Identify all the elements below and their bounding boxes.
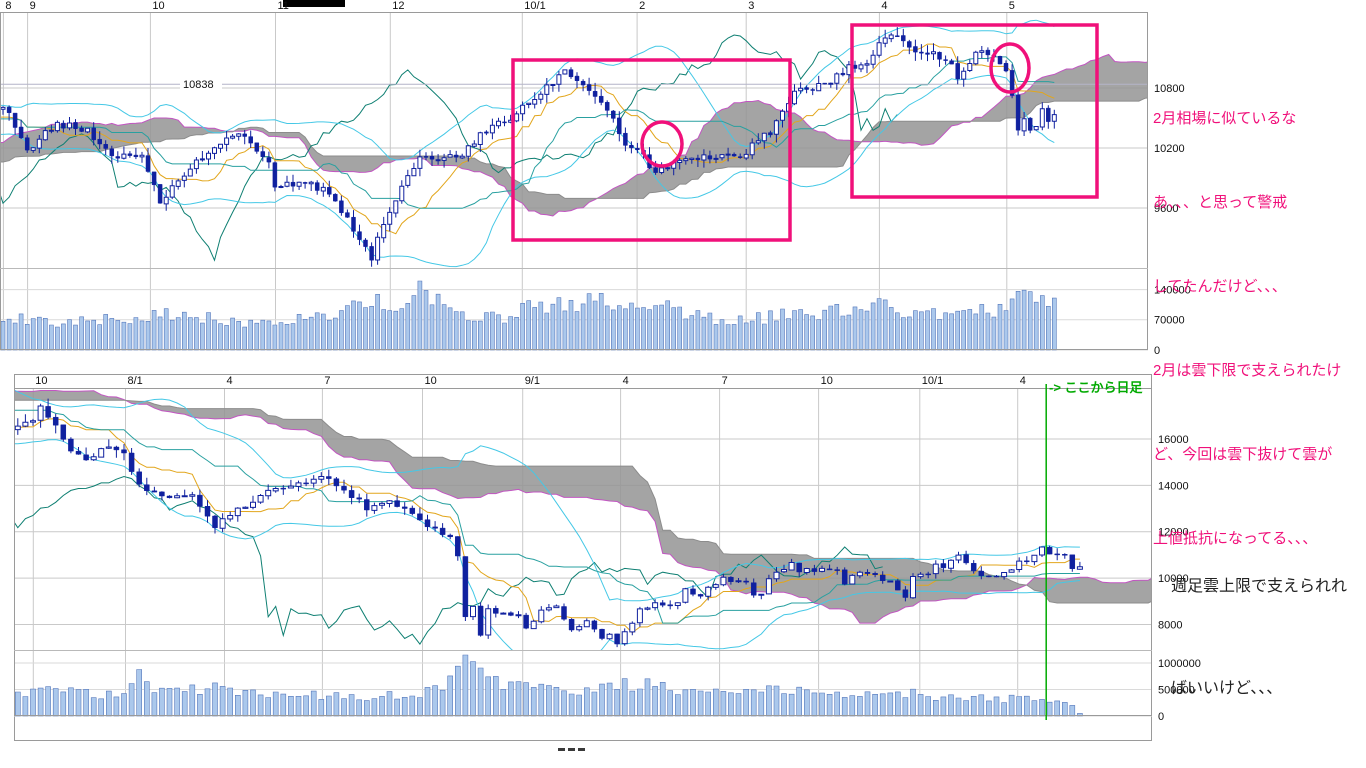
x-tick-label: 7 xyxy=(324,375,330,387)
comment-line: 週足雲上限で支えられれ xyxy=(1171,578,1348,595)
down-candles xyxy=(45,406,1076,645)
x-tick-label: 2 xyxy=(639,0,645,12)
volume-bars xyxy=(15,654,1083,717)
x-tick-label: 10 xyxy=(152,0,164,12)
x-tick-label: 10/1 xyxy=(524,0,545,12)
candles xyxy=(0,27,1057,267)
daily-chart[interactable]: 10838 8 9 10 11 12 10/1 2 3 4 5 10800 10200 9600 14000… xyxy=(0,0,1366,362)
bollinger-upper-line xyxy=(14,389,1080,602)
x-tick-label: 4 xyxy=(1020,375,1026,387)
highlight-ellipse xyxy=(989,42,1031,94)
kijun-line xyxy=(14,409,1080,624)
indicator-layer xyxy=(14,389,1152,650)
x-tick-label: 4 xyxy=(227,375,233,387)
ichimoku-cloud xyxy=(14,390,1152,624)
x-tick-label: 7 xyxy=(722,375,728,387)
price-tick-label: 9600 xyxy=(1154,203,1178,215)
chikou-line xyxy=(0,34,898,262)
volume-tick-label: 70000 xyxy=(1154,315,1185,327)
x-tick-label: 9 xyxy=(30,0,36,12)
highlight-rectangle xyxy=(850,23,1099,199)
weekly-chart[interactable]: 10 8/1 4 7 10 9/1 4 7 10 10/1 4 16000 14000 12000 1000… xyxy=(14,374,1366,744)
highlight-rectangle xyxy=(511,58,792,242)
splitter-grip xyxy=(567,747,575,751)
price-tick-label: 8000 xyxy=(1158,619,1182,631)
horizontal-splitter[interactable] xyxy=(548,745,594,753)
highlight-ellipse xyxy=(640,120,684,168)
kijun-line xyxy=(0,56,1055,209)
comment-line: ばいいけど、、、 xyxy=(1171,680,1283,697)
price-tick-label: 16000 xyxy=(1158,434,1189,446)
panel-border xyxy=(14,374,1152,741)
comment-line: 2月は雲下限で支えられたけ xyxy=(1153,362,1342,379)
volume-tick-label: 1000000 xyxy=(1158,658,1201,670)
plot-frame xyxy=(14,388,1152,716)
comment-line: 2月相場に似ているな xyxy=(1153,110,1297,127)
x-tick-label: 4 xyxy=(623,375,629,387)
senkou-span-a-line xyxy=(0,53,1148,217)
price-tick-label: 14000 xyxy=(1158,480,1189,492)
volume-bars xyxy=(0,280,1057,351)
volume-tick-label: 0 xyxy=(1154,345,1160,357)
x-tick-label: 10 xyxy=(821,375,833,387)
indicator-layer xyxy=(0,19,1148,268)
top-black-bar xyxy=(283,0,345,7)
x-tick-label: 8 xyxy=(5,0,11,12)
price-level-label-bg xyxy=(180,77,222,91)
x-tick-label: 11 xyxy=(278,0,289,12)
x-tick-label: 10/1 xyxy=(922,375,943,387)
down-candles xyxy=(6,35,1051,261)
x-tick-label: 12 xyxy=(392,0,404,12)
market-comment-top: 2月相場に似ているな あ、、、と思って警戒 してたんだけど、、、 2月は雲下限で… xyxy=(1153,49,1366,609)
splitter-grip xyxy=(557,747,565,751)
comment-line: 上値抵抗になってる、、、 xyxy=(1153,530,1318,547)
x-tick-label: 10 xyxy=(35,375,47,387)
price-tick-label: 10000 xyxy=(1158,573,1189,585)
bollinger-lower-line xyxy=(14,439,1080,650)
price-tick-label: 10200 xyxy=(1154,143,1185,155)
price-tick-label: 12000 xyxy=(1158,527,1189,539)
ichimoku-cloud xyxy=(0,54,1148,216)
plot-frame xyxy=(0,12,1148,350)
x-tick-label: 4 xyxy=(881,0,887,12)
x-tick-label: 9/1 xyxy=(525,375,540,387)
senkou-span-b-line xyxy=(14,399,1152,604)
splitter-grip xyxy=(577,747,585,751)
senkou-span-b-line xyxy=(0,97,1148,199)
x-tick-label: 5 xyxy=(1009,0,1015,12)
comment-line: ど、今回は雲下抜けて雲が xyxy=(1153,446,1333,463)
volume-tick-label: 0 xyxy=(1158,711,1164,723)
comment-line: してたんだけど、、、 xyxy=(1153,278,1287,295)
price-tick-label: 10800 xyxy=(1154,83,1185,95)
x-tick-label: 8/1 xyxy=(128,375,143,387)
candles xyxy=(14,398,1083,648)
volume-tick-label: 140000 xyxy=(1154,284,1191,296)
daily-start-marker-label: -> ここから日足 xyxy=(1049,380,1143,395)
market-comment-bottom: 週足雲上限で支えられれ ばいいけど、、、 xyxy=(1171,502,1347,768)
up-candles xyxy=(0,34,1057,261)
price-level-label: 10838 xyxy=(183,79,214,91)
volume-tick-label: 500000 xyxy=(1158,684,1195,696)
chikou-line xyxy=(14,475,883,645)
senkou-span-a-line xyxy=(14,390,1152,624)
x-tick-label: 3 xyxy=(748,0,754,12)
up-candles xyxy=(14,405,1083,645)
candle-wicks xyxy=(2,27,1055,267)
tenkan-line xyxy=(0,43,1055,235)
x-tick-label: 10 xyxy=(425,375,437,387)
comment-line: あ、、、と思って警戒 xyxy=(1153,194,1288,211)
